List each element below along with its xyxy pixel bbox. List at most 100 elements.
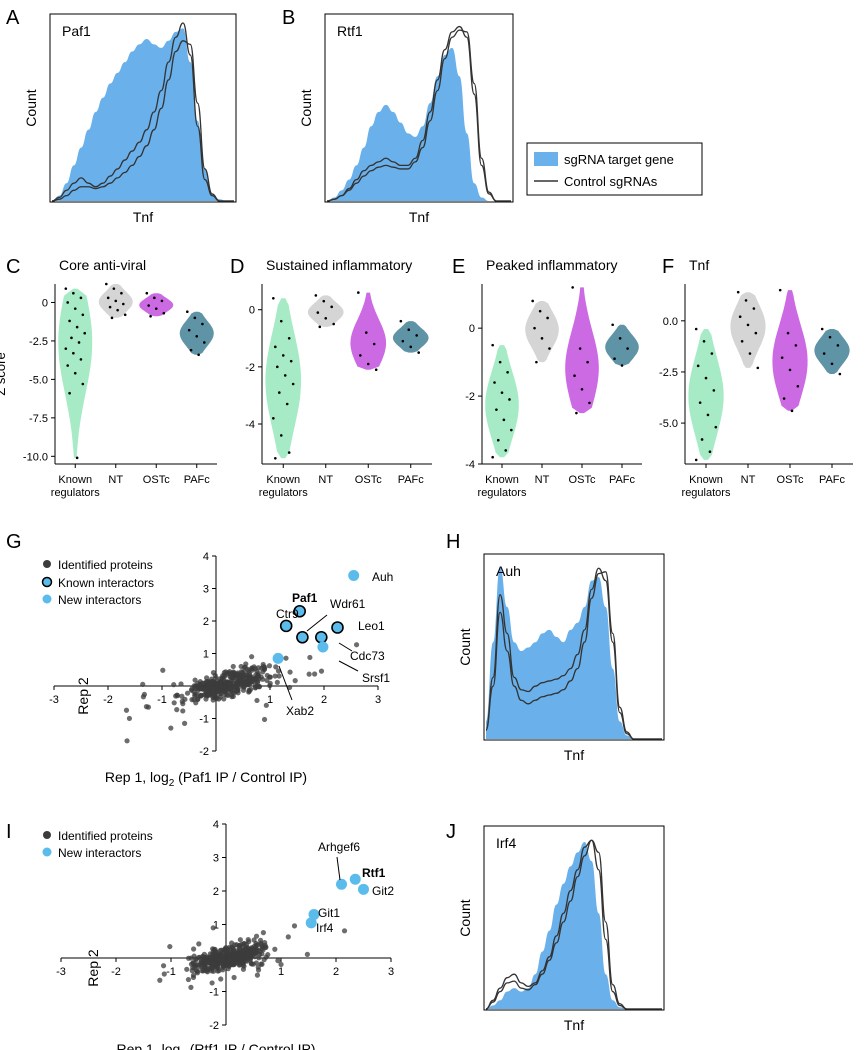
data-point: [160, 299, 164, 303]
y-axis-label-b: Count: [298, 89, 314, 126]
x-axis-label-i: Rep 1, log2 (Rtf1 IP / Control IP): [116, 1041, 315, 1050]
y-tick-label-c: -7.5: [29, 413, 48, 425]
data-point: [611, 323, 614, 327]
data-point: [324, 316, 328, 320]
data-point-new-git1: [308, 908, 320, 920]
x-tick-label-g: 1: [267, 694, 273, 706]
x-tick-label-g: 3: [375, 694, 381, 706]
series-line-control: [485, 839, 662, 1010]
point-label-irf4: Irf4: [316, 921, 334, 935]
data-point: [626, 347, 629, 350]
data-point-new-auh: [348, 570, 360, 581]
data-point: [287, 451, 291, 454]
x-tick-label-e-1: NT: [535, 474, 550, 486]
data-point-known-ctr9: [279, 619, 293, 633]
y-tick-label-f: -5.0: [659, 418, 678, 430]
x-axis-label-j: Tnf: [564, 1017, 584, 1033]
data-point: [708, 450, 712, 454]
violin-c-2: [139, 293, 174, 317]
data-point-identified: [229, 944, 235, 950]
data-point-identified: [256, 684, 262, 690]
data-point: [108, 305, 112, 309]
data-point: [72, 291, 75, 295]
x-axis-label-g: Rep 1, log2 (Paf1 IP / Control IP): [105, 769, 307, 789]
data-point-identified: [237, 937, 243, 943]
x-tick-label-e-2: OSTc: [569, 474, 596, 486]
data-point-identified: [199, 968, 205, 974]
data-point: [746, 323, 750, 327]
point-label-auh: Auh: [372, 570, 393, 584]
panel-letter-i: I: [6, 821, 12, 843]
x-tick-label-line: regulators: [51, 487, 100, 499]
data-point-identified: [241, 684, 247, 690]
data-point-identified: [255, 670, 261, 677]
data-point-identified: [240, 948, 246, 955]
data-point: [279, 319, 283, 323]
data-point-identified: [318, 668, 325, 674]
data-point-identified: [179, 698, 185, 704]
data-point: [613, 357, 616, 361]
data-point: [828, 335, 832, 339]
data-point-identified: [341, 928, 348, 934]
x-axis-label-tail: (Rtf1 IP / Control IP): [186, 1041, 316, 1050]
data-point: [203, 341, 206, 344]
identified-proteins-cloud: [123, 642, 360, 744]
violin-d-1: [307, 295, 344, 327]
data-point-identified: [126, 715, 133, 722]
data-point: [272, 296, 275, 300]
point-label-cdc73: Cdc73: [350, 649, 385, 663]
data-point-identified: [278, 961, 284, 968]
data-point-identified: [214, 695, 220, 702]
data-point: [112, 287, 116, 290]
data-point-identified: [276, 673, 282, 679]
data-point: [618, 337, 622, 340]
data-point: [197, 353, 200, 357]
data-point: [820, 327, 824, 331]
data-point-identified: [211, 961, 217, 967]
point-label-paf1: Paf1: [292, 591, 318, 605]
data-point: [272, 416, 275, 420]
data-point-identified: [143, 704, 150, 710]
data-point: [498, 360, 502, 364]
y-tick-label-g: -2: [199, 746, 209, 758]
x-tick-label-c-3: PAFc: [184, 474, 211, 486]
y-tick-label-i: -2: [209, 1020, 219, 1032]
data-point: [77, 341, 81, 344]
data-point: [546, 316, 549, 320]
data-point: [68, 319, 71, 323]
data-point-identified: [193, 685, 199, 692]
data-point: [790, 409, 794, 413]
data-point: [780, 356, 784, 359]
data-point: [79, 358, 83, 361]
data-point: [66, 364, 69, 367]
series-line-control: [326, 25, 511, 202]
data-point: [706, 413, 710, 417]
data-point-identified: [304, 951, 310, 957]
data-point-identified: [259, 676, 266, 682]
data-point-identified: [227, 686, 233, 692]
y-tick-label-c: -5.0: [29, 374, 48, 386]
data-point-identified: [248, 960, 254, 966]
y-tick-label-i: 2: [213, 886, 219, 898]
violin-e-1: [525, 301, 559, 363]
data-point: [283, 374, 287, 377]
data-point-identified: [243, 661, 249, 667]
data-point: [399, 319, 403, 323]
data-point-identified: [253, 960, 259, 966]
data-point-identified: [254, 697, 260, 704]
data-point-identified: [188, 955, 194, 961]
panel-letter-h: H: [446, 531, 460, 553]
data-point: [407, 328, 411, 332]
panel-title-h: Auh: [496, 563, 521, 579]
data-point-identified: [167, 943, 173, 950]
series-line-control: [485, 571, 662, 740]
data-point: [279, 434, 283, 437]
data-point-new-git2: [358, 883, 369, 895]
data-point-identified: [180, 708, 186, 714]
violin-e-0: [485, 345, 519, 458]
data-point-identified: [254, 972, 261, 978]
data-point-identified: [249, 654, 255, 660]
data-point: [359, 354, 362, 357]
leader-line-xab2: [278, 665, 293, 701]
data-point-known-wdr61: [296, 630, 309, 644]
